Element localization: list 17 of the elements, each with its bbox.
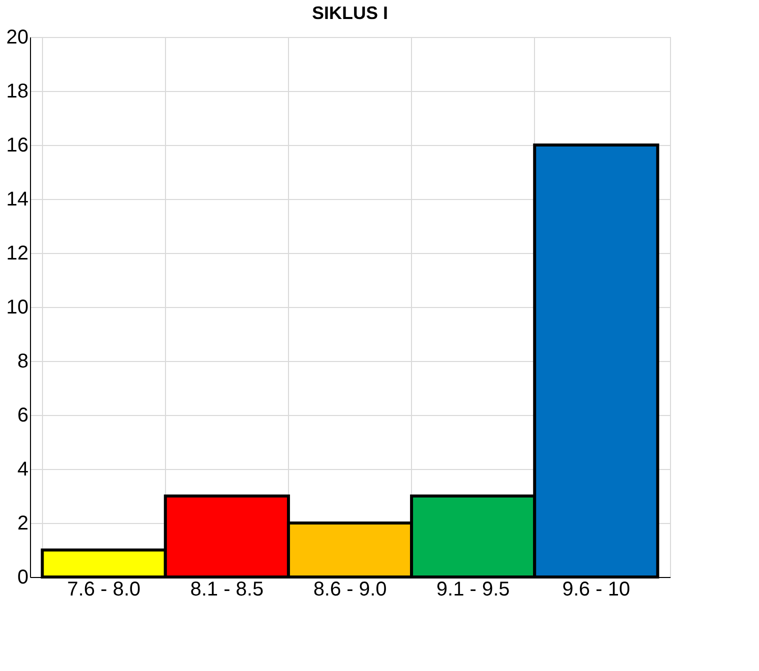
y-tick-label: 0 [17, 566, 28, 588]
y-tick-label: 10 [6, 296, 28, 318]
chart-title: SIKLUS I [312, 3, 388, 23]
y-tick-label: 12 [6, 242, 28, 264]
x-tick-label: 9.1 - 9.5 [436, 578, 510, 600]
y-tick-label: 14 [6, 188, 28, 210]
x-tick-label: 8.1 - 8.5 [190, 578, 264, 600]
x-tick-label: 8.6 - 9.0 [313, 578, 387, 600]
y-tick-label: 18 [6, 80, 28, 102]
y-tick-label: 4 [17, 458, 28, 480]
y-tick-label: 20 [6, 26, 28, 48]
x-tick-label: 7.6 - 8.0 [67, 578, 141, 600]
y-tick-label: 16 [6, 134, 28, 156]
x-tick-label: 9.6 - 10 [562, 578, 630, 600]
y-tick-label: 6 [17, 404, 28, 426]
y-tick-label: 2 [17, 512, 28, 534]
y-tick-label: 8 [17, 350, 28, 372]
